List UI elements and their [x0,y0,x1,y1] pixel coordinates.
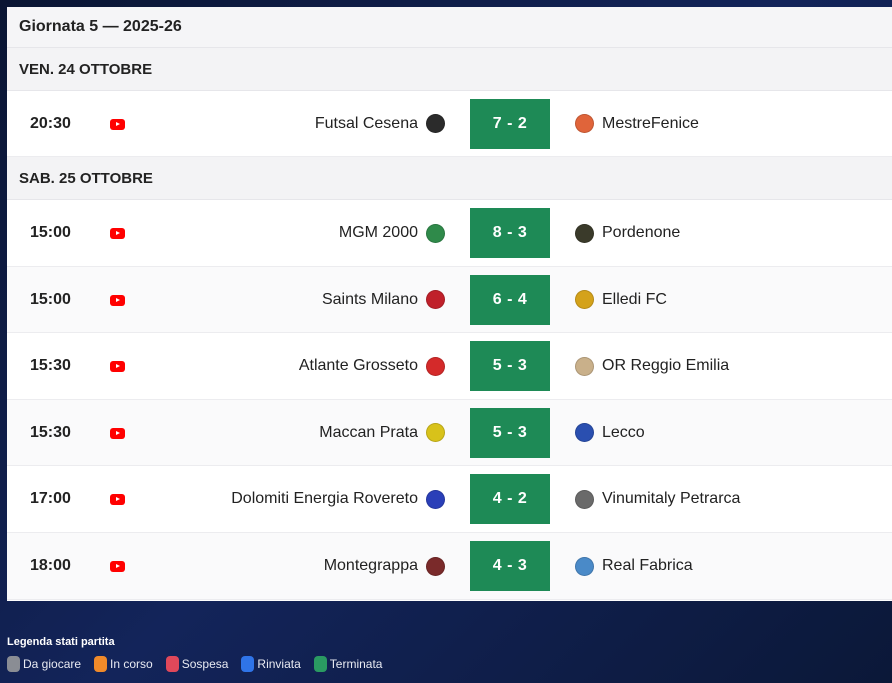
away-team-name: Lecco [602,423,645,441]
away-crest-icon [575,556,594,576]
away-team[interactable]: Pordenone [575,200,680,266]
legend-items: Da giocare In corso Sospesa Rinviata Termina… [7,656,382,672]
home-team-name: Futsal Cesena [314,114,418,132]
matchday-list: VEN. 24 OTTOBRE 20:30 Futsal Cesena 7 - 2 Me… [7,48,892,600]
home-team[interactable]: MGM 2000 [339,200,445,266]
away-team-name: MestreFenice [602,114,699,132]
home-team-name: Maccan Prata [319,423,418,441]
youtube-icon[interactable] [110,427,125,439]
legend-title: Legenda stati partita [7,636,115,648]
away-team[interactable]: OR Reggio Emilia [575,333,729,399]
away-team[interactable]: Vinumitaly Petrarca [575,466,740,532]
legend-label: Da giocare [23,657,82,671]
match-time: 15:30 [30,423,71,441]
home-crest-icon [426,223,445,243]
score-badge[interactable]: 6 - 4 [470,274,550,325]
match-row[interactable]: 15:30 Maccan Prata 5 - 3 Lecco [7,400,892,466]
away-crest-icon [575,423,594,442]
home-team[interactable]: Futsal Cesena [315,91,445,156]
match-time: 20:30 [30,114,71,132]
score-badge[interactable]: 5 - 3 [470,407,550,458]
match-time: 15:30 [30,357,71,374]
round-title: Giornata 5 — 2025-26 [7,7,892,48]
legend-item: Rinviata [241,656,301,672]
away-crest-icon [575,356,594,376]
home-team[interactable]: Montegrappa [324,533,445,599]
home-team[interactable]: Dolomiti Energia Rovereto [231,466,445,532]
away-team[interactable]: Lecco [575,400,645,465]
youtube-icon[interactable] [110,228,125,239]
legend-item: Terminata [313,656,383,672]
score-badge[interactable]: 8 - 3 [470,208,550,258]
match-row[interactable]: 20:30 Futsal Cesena 7 - 2 MestreFenice [7,91,892,157]
match-time: 15:00 [30,224,71,241]
status-legend: Legenda stati partita Da giocare In corso… [7,636,382,672]
score-badge[interactable]: 5 - 3 [470,341,550,391]
away-crest-icon [575,223,594,243]
home-team-name: Montegrappa [323,557,418,574]
away-team[interactable]: MestreFenice [575,91,699,156]
away-team-name: OR Reggio Emilia [602,357,730,374]
youtube-icon[interactable] [110,118,125,130]
home-crest-icon [426,556,445,576]
match-row[interactable]: 17:00 Dolomiti Energia Rovereto 4 - 2 Vinum… [7,466,892,533]
youtube-icon[interactable] [110,361,125,372]
home-crest-icon [426,423,445,442]
away-team-name: Elledi FC [602,290,667,308]
legend-label: In corso [110,657,153,671]
home-team[interactable]: Maccan Prata [319,400,445,465]
legend-item: Da giocare [7,656,81,672]
legend-label: Sospesa [181,657,229,671]
home-team-name: Dolomiti Energia Rovereto [231,490,418,507]
home-crest-icon [426,489,445,509]
away-team[interactable]: Elledi FC [575,267,667,332]
away-team-name: Vinumitaly Petrarca [602,490,741,507]
away-crest-icon [575,114,594,133]
youtube-icon[interactable] [110,294,125,306]
legend-item: In corso [94,656,153,672]
match-row[interactable]: 15:00 MGM 2000 8 - 3 Pordenone [7,200,892,267]
away-crest-icon [575,489,594,509]
home-crest-icon [426,356,445,376]
home-team-name: MGM 2000 [338,224,418,241]
legend-item: Sospesa [165,656,229,672]
status-dot-icon [241,656,255,672]
status-dot-icon [313,656,327,672]
match-time: 15:00 [30,290,71,308]
legend-label: Terminata [329,657,383,671]
away-team[interactable]: Real Fabrica [575,533,693,599]
status-dot-icon [94,656,108,672]
legend-label: Rinviata [257,657,301,671]
match-time: 18:00 [30,557,71,574]
match-row[interactable]: 18:00 Montegrappa 4 - 3 Real Fabrica [7,533,892,600]
status-dot-icon [7,656,20,672]
score-badge[interactable]: 7 - 2 [470,98,550,149]
score-badge[interactable]: 4 - 3 [470,541,550,591]
match-row[interactable]: 15:30 Atlante Grosseto 5 - 3 OR Reggio Emil… [7,333,892,400]
youtube-icon[interactable] [110,494,125,505]
match-row[interactable]: 15:00 Saints Milano 6 - 4 Elledi FC [7,267,892,333]
home-crest-icon [426,290,445,309]
day-header: VEN. 24 OTTOBRE [7,48,892,91]
results-panel: Giornata 5 — 2025-26 VEN. 24 OTTOBRE 20:3… [7,7,892,601]
home-team-name: Atlante Grosseto [298,357,418,374]
status-dot-icon [165,656,179,672]
home-team-name: Saints Milano [321,290,418,308]
home-crest-icon [426,114,445,133]
away-team-name: Real Fabrica [602,557,693,574]
match-time: 17:00 [30,490,71,507]
home-team[interactable]: Atlante Grosseto [299,333,445,399]
home-team[interactable]: Saints Milano [322,267,445,332]
score-badge[interactable]: 4 - 2 [470,474,550,524]
away-team-name: Pordenone [602,224,681,241]
away-crest-icon [575,290,594,309]
day-header: SAB. 25 OTTOBRE [7,157,892,200]
youtube-icon[interactable] [110,561,125,572]
